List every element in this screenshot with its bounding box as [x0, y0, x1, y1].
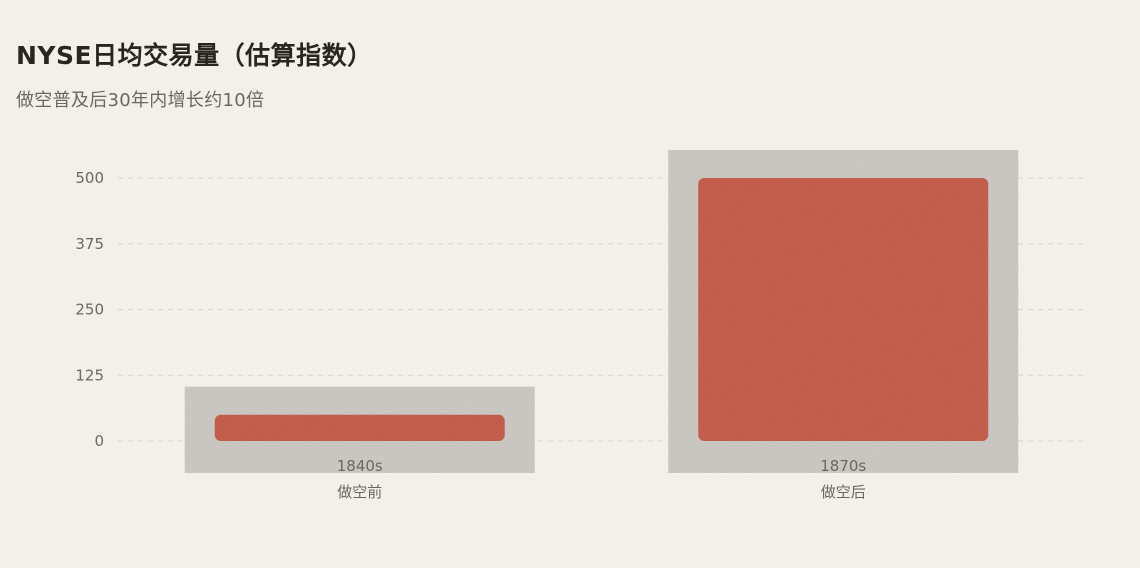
x-tick-sublabel: 做空后 — [821, 483, 866, 501]
bar-1870s — [698, 178, 989, 441]
x-tick-label: 1840s — [337, 457, 383, 475]
y-tick-label: 250 — [75, 301, 104, 319]
y-tick-label: 0 — [94, 432, 104, 450]
chart-subtitle: 做空普及后30年内增长约10倍 — [16, 90, 265, 111]
bar-layer — [184, 150, 1019, 473]
bar-1840s — [214, 414, 505, 441]
x-tick-label: 1870s — [820, 457, 866, 475]
x-tick-sublabel: 做空前 — [337, 483, 382, 501]
y-tick-label: 375 — [75, 235, 104, 253]
y-tick-label: 125 — [75, 366, 104, 384]
chart-title: NYSE日均交易量（估算指数） — [16, 41, 373, 70]
y-tick-label: 500 — [75, 169, 104, 187]
y-axis: 0 125 250 375 500 — [75, 169, 104, 450]
x-axis: 1840s 做空前 1870s 做空后 — [337, 457, 867, 501]
